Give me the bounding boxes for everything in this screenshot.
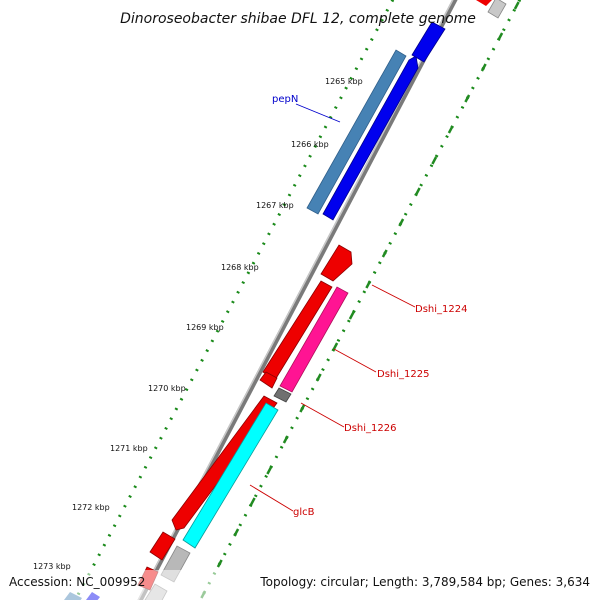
tick-label-1267: 1267 kbp (256, 201, 294, 210)
scale-tick-mark (315, 373, 322, 382)
dshi-1224-gene (320, 244, 353, 282)
outer-dotted-ring (73, 0, 395, 600)
cyan-gene (182, 402, 279, 549)
scale-tick-mark (348, 311, 355, 320)
scale-tick-mark (513, 1, 520, 10)
scale-tick-mark (233, 528, 240, 537)
scale-tick-mark (365, 280, 372, 289)
tick-label-1265: 1265 kbp (325, 77, 363, 86)
scale-tick-mark (299, 404, 306, 413)
gene-label-dshi-1225[interactable]: Dshi_1225 (377, 369, 429, 380)
dshi-1225-leader-line (333, 348, 377, 373)
scale-tick-mark (216, 559, 223, 568)
accession-text: Accession: NC_009952 (9, 575, 145, 589)
dshi-1224-leader-line (371, 284, 416, 308)
tick-label-1268: 1268 kbp (221, 263, 259, 272)
tick-label-1272: 1272 kbp (72, 503, 110, 512)
footer-background (0, 570, 600, 600)
scale-tick-mark (431, 156, 438, 165)
tick-label-1266: 1266 kbp (291, 140, 329, 149)
scale-tick-mark (332, 342, 339, 351)
gene-label-dshi-1226[interactable]: Dshi_1226 (344, 423, 396, 434)
tick-label-1270: 1270 kbp (148, 384, 186, 393)
scale-tick-mark (447, 125, 454, 134)
gene-label-pepn[interactable]: pepN (272, 94, 298, 105)
scale-tick-mark (414, 187, 421, 196)
tick-label-1273: 1273 kbp (33, 562, 71, 571)
steel-blue-feature (306, 49, 407, 215)
pepn-leader-line (295, 103, 341, 123)
genome-summary-text: Topology: circular; Length: 3,789,584 bp… (259, 575, 590, 589)
forward-strand-features (64, 21, 446, 600)
scale-tick-mark (381, 249, 388, 258)
tick-label-1271: 1271 kbp (110, 444, 148, 453)
scale-tick-mark (398, 218, 405, 227)
inner-dotted-ring (198, 0, 522, 600)
map-title: Dinoroseobacter shibae DFL 12, complete … (120, 11, 476, 27)
inner-features (144, 0, 507, 600)
scale-tick-mark (480, 63, 487, 72)
red-gene-small (259, 371, 278, 389)
scale-tick-mark (249, 497, 256, 506)
scale-tick-mark (497, 32, 504, 41)
dshi-1225-gene (279, 286, 349, 393)
glcb-leader-line (249, 484, 294, 512)
scale-tick-mark (266, 466, 273, 475)
tick-label-1269: 1269 kbp (186, 323, 224, 332)
tick-marks (200, 1, 520, 599)
gene-label-glcb[interactable]: glcB (293, 507, 315, 518)
dshi-1226-gene (273, 387, 292, 403)
forward-gene-top (411, 21, 446, 63)
scale-tick-mark (464, 94, 471, 103)
gene-label-dshi-1224[interactable]: Dshi_1224 (415, 304, 467, 315)
red-gene-top (476, 0, 492, 6)
dshi-1226-leader-line (300, 402, 345, 428)
reverse-strand-features (137, 0, 492, 591)
scale-tick-mark (282, 435, 289, 444)
pepn-gene (322, 55, 419, 221)
grey-gene-top (487, 0, 507, 19)
red-gene-bottom-1 (149, 531, 176, 561)
